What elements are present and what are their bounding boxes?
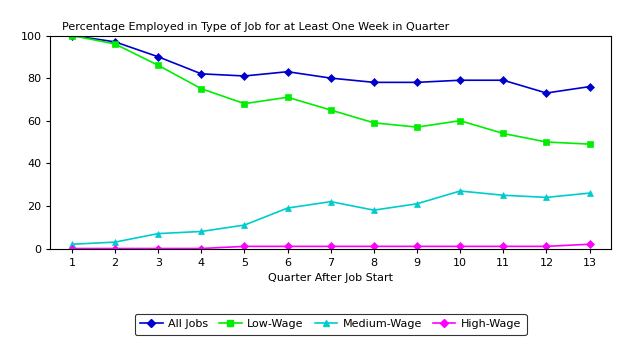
Text: Percentage Employed in Type of Job for at Least One Week in Quarter: Percentage Employed in Type of Job for a… [62, 22, 449, 32]
X-axis label: Quarter After Job Start: Quarter After Job Start [268, 273, 393, 283]
Legend: All Jobs, Low-Wage, Medium-Wage, High-Wage: All Jobs, Low-Wage, Medium-Wage, High-Wa… [135, 314, 527, 335]
